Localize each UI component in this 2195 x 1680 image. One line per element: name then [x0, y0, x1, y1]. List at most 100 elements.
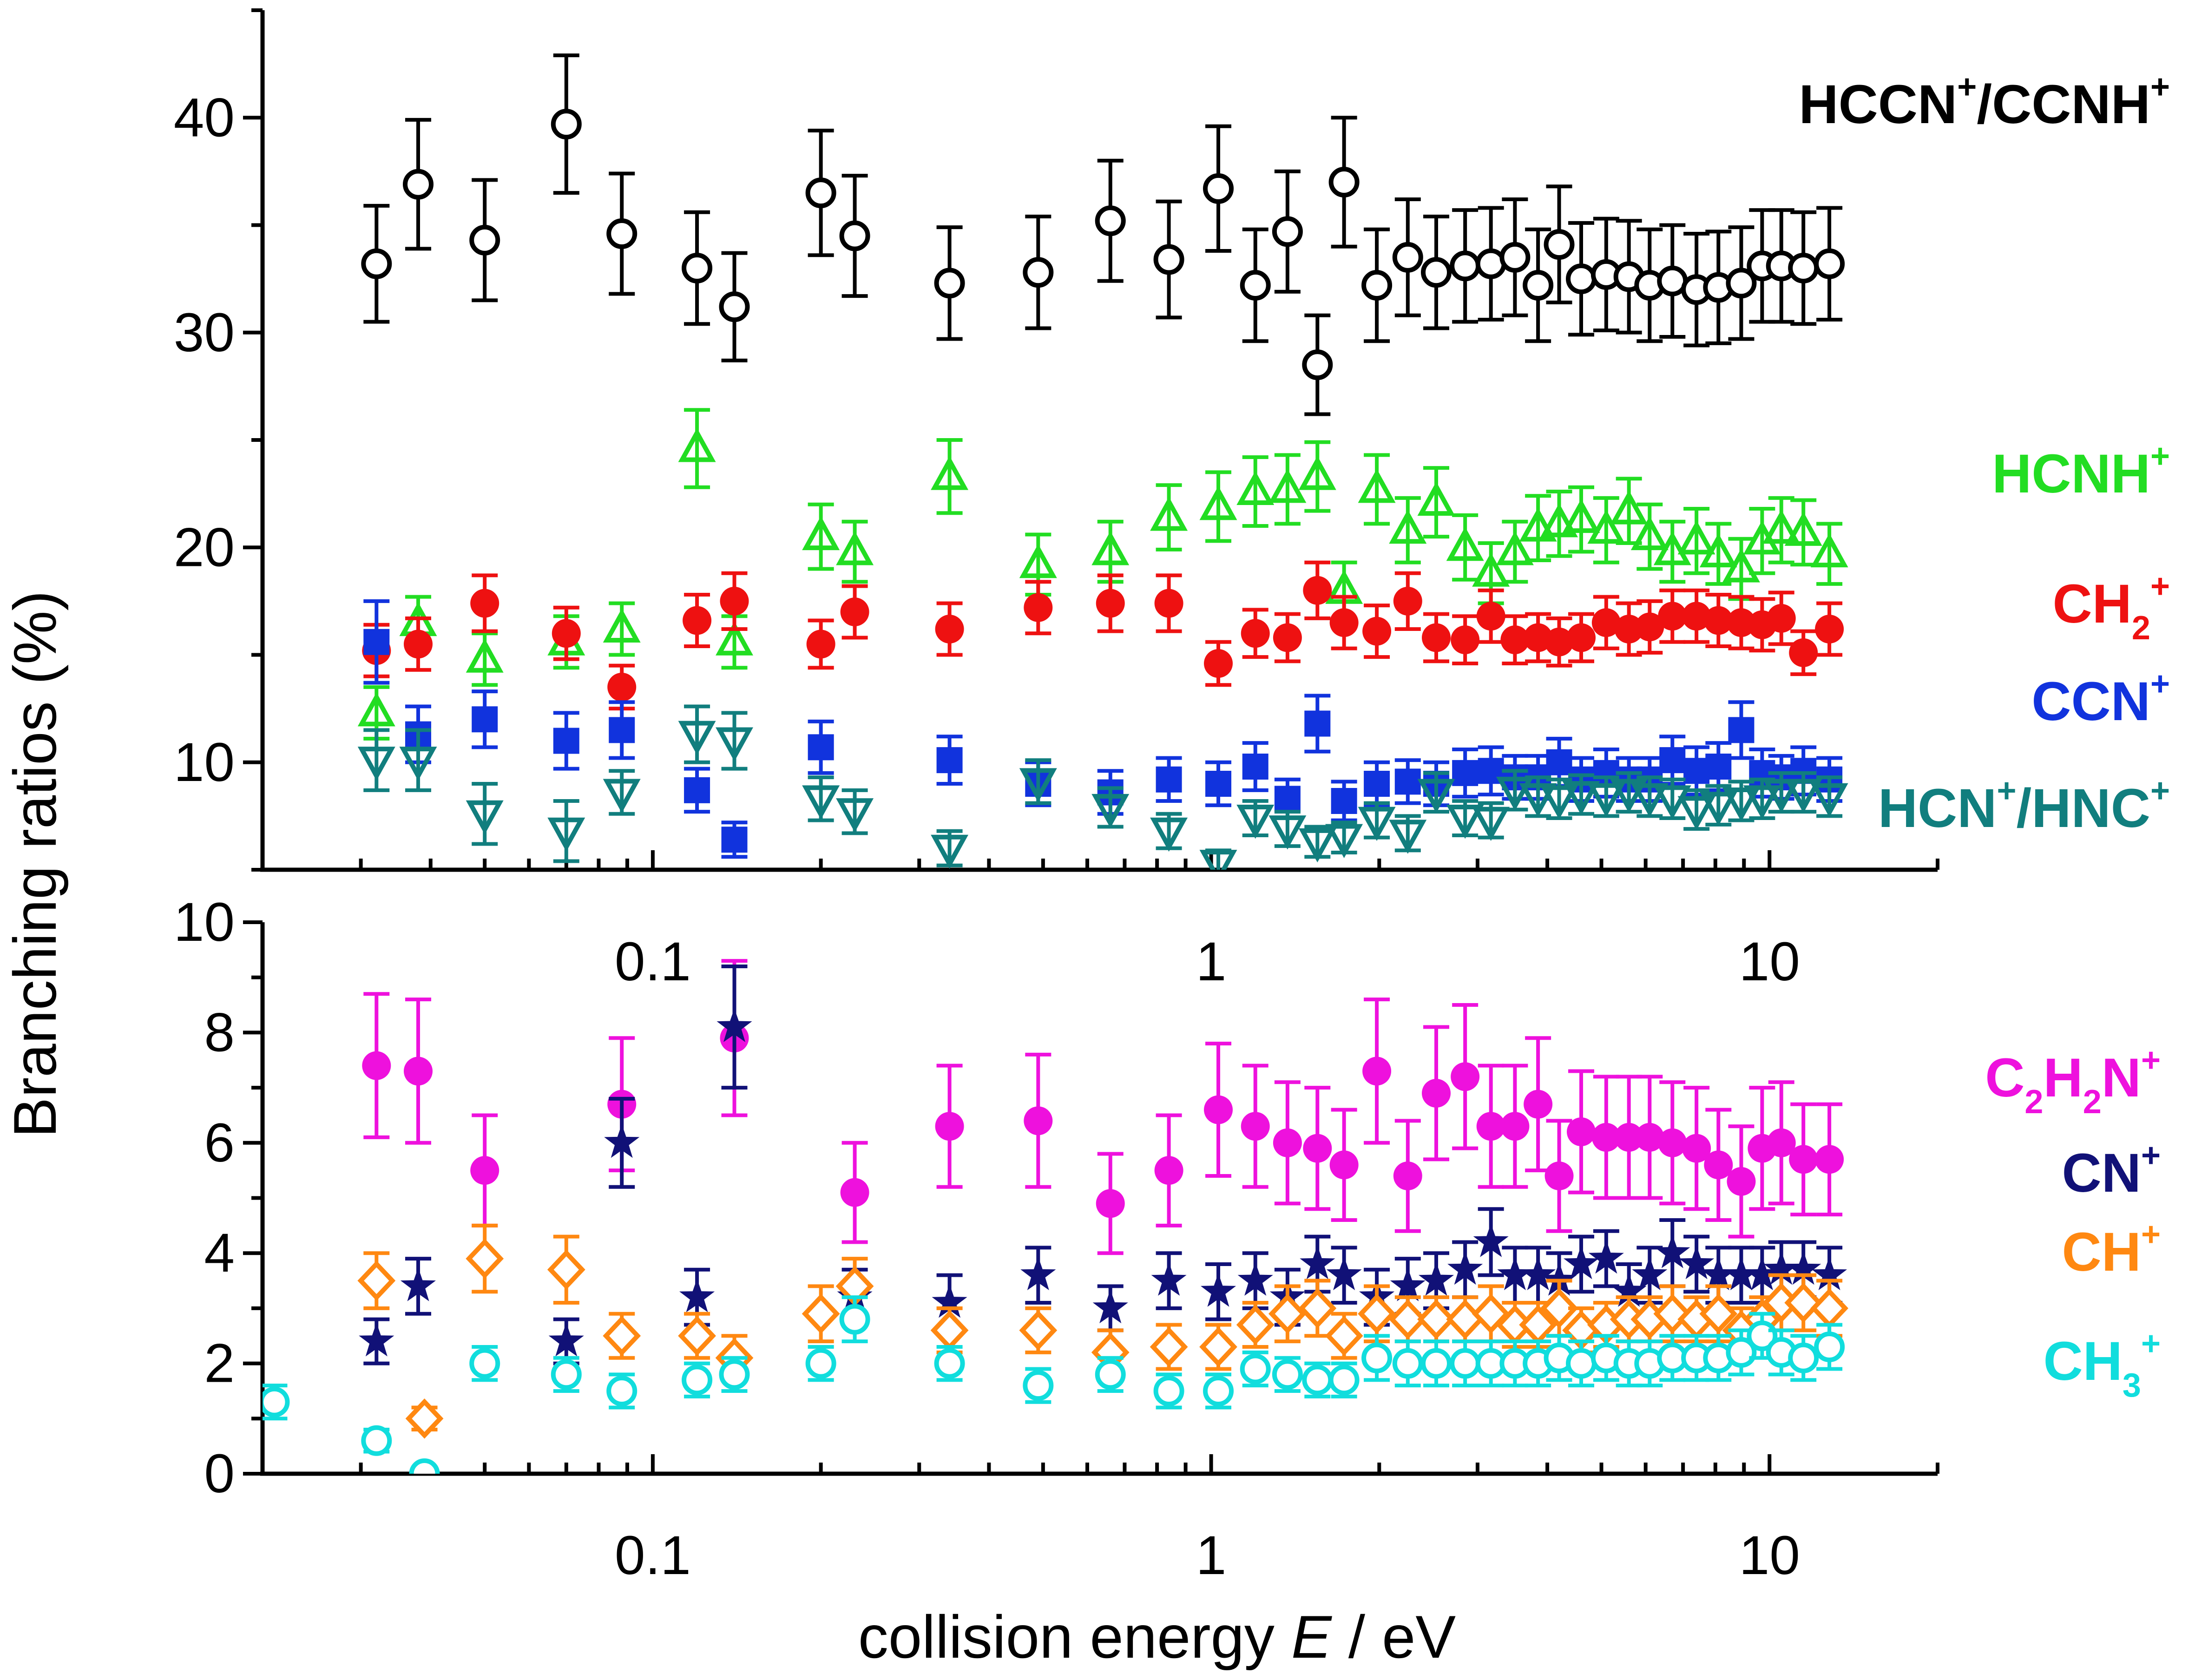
series-label: CH2+ [2052, 568, 2170, 647]
data-point [1519, 507, 1557, 542]
data-point [1268, 1293, 1307, 1334]
data-point [1199, 1326, 1237, 1367]
data-point [1815, 1145, 1844, 1174]
data-point [362, 1051, 391, 1080]
data-point [1389, 820, 1427, 854]
data-point [547, 817, 585, 852]
data-point [400, 1267, 436, 1301]
data-point [684, 777, 710, 803]
data-point [1240, 1353, 1271, 1385]
data-point [466, 800, 504, 835]
data-point [934, 268, 965, 299]
data-point [469, 224, 500, 256]
data-point [359, 1323, 394, 1357]
data-point [1566, 263, 1597, 295]
data-point [1326, 1256, 1362, 1290]
data-point [466, 1238, 504, 1279]
data-point [1659, 747, 1686, 774]
data-point [405, 1398, 444, 1439]
data-point [1610, 779, 1648, 813]
data-point [1328, 1365, 1360, 1396]
x-axis-title-pre: collision energy [858, 1603, 1291, 1671]
series-label: C2H2N+ [1985, 1042, 2161, 1121]
data-point [1789, 1145, 1818, 1174]
data-point [603, 779, 641, 813]
y-tick-label: 8 [204, 1002, 235, 1063]
data-point [607, 672, 637, 702]
data-point [931, 456, 969, 490]
data-point [1358, 469, 1396, 503]
data-point [361, 248, 392, 279]
data-point [1303, 576, 1332, 605]
data-point [1272, 1359, 1303, 1390]
data-point [1096, 589, 1125, 618]
data-point [363, 629, 390, 655]
y-tick-label: 20 [174, 517, 235, 578]
x-tick-label: 10 [1739, 1525, 1800, 1586]
data-point [1328, 167, 1360, 197]
data-point [1472, 552, 1510, 587]
data-point [1199, 486, 1237, 520]
data-point [1303, 1134, 1332, 1163]
data-point [1523, 270, 1554, 301]
data-point [1567, 623, 1596, 652]
data-point [1519, 783, 1557, 818]
data-point [1743, 785, 1781, 820]
data-point [402, 169, 434, 200]
data-point [716, 727, 753, 761]
data-point [1451, 625, 1480, 655]
data-point [1203, 1375, 1234, 1406]
data-point [1153, 244, 1184, 275]
x-tick-label: 0.1 [615, 1525, 691, 1586]
data-point [1744, 1256, 1780, 1290]
data-point [1704, 1150, 1733, 1180]
data-point [1635, 612, 1664, 642]
data-point [1451, 1062, 1480, 1091]
data-point [551, 109, 582, 140]
data-point [1389, 509, 1427, 544]
x-tick-label: 10 [1739, 931, 1800, 992]
data-point [403, 630, 433, 659]
data-point [1611, 1273, 1647, 1307]
y-tick-label: 10 [174, 732, 235, 793]
data-point [1203, 173, 1234, 204]
data-point [1540, 785, 1578, 820]
data-point [1726, 1337, 1757, 1368]
data-point [1298, 828, 1336, 863]
data-point [1273, 1128, 1302, 1157]
data-point [1450, 1348, 1481, 1379]
data-point [1024, 1106, 1053, 1135]
data-point [357, 1260, 396, 1301]
series-label: HCNH+ [1992, 438, 2170, 505]
data-point [1204, 649, 1233, 678]
data-point [1784, 512, 1822, 546]
x-axis-title-var: E [1291, 1603, 1332, 1671]
data-point [1784, 1282, 1823, 1323]
series-HCNH+ [357, 408, 1848, 741]
data-point [719, 291, 750, 322]
data-point [936, 747, 963, 774]
data-point [1242, 754, 1268, 780]
data-point [1544, 627, 1574, 656]
data-point [1658, 1128, 1687, 1157]
data-point [839, 1304, 870, 1335]
data-point [1722, 788, 1760, 822]
data-point [1421, 257, 1452, 288]
data-point [1422, 1078, 1451, 1108]
data-point [1614, 1122, 1643, 1152]
data-point [469, 1348, 500, 1379]
data-point [808, 734, 834, 761]
data-point [1421, 1348, 1452, 1379]
data-point [1024, 593, 1053, 622]
data-point [931, 834, 969, 869]
data-point [1331, 788, 1357, 814]
data-point [1544, 229, 1575, 260]
series-label: HCN+/HNC+ [1878, 772, 2170, 839]
series-label: CH3+ [2043, 1325, 2161, 1404]
data-point [1329, 1150, 1359, 1180]
data-point [721, 827, 748, 853]
data-point [1392, 242, 1423, 273]
y-tick-label: 30 [174, 302, 235, 363]
data-point [1417, 1299, 1455, 1339]
